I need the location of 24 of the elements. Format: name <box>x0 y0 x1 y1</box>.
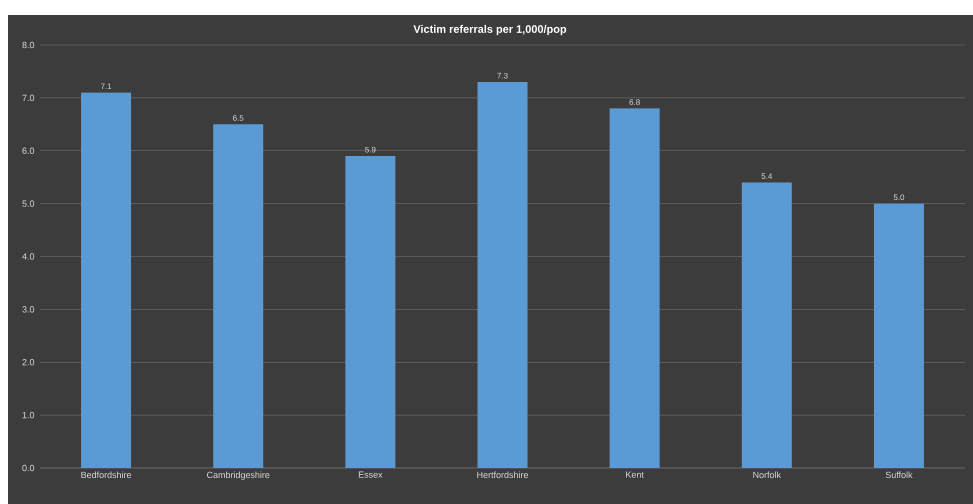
y-tick-label: 7.0 <box>22 94 34 102</box>
x-tick-label: Norfolk <box>753 472 781 478</box>
x-tick-label: Suffolk <box>886 472 913 478</box>
x-tick-label: Bedfordshire <box>81 472 132 478</box>
y-tick-label: 3.0 <box>22 306 34 313</box>
x-tick-label: Hertfordshire <box>477 472 528 478</box>
x-tick-label: Cambridgeshire <box>207 472 270 480</box>
bar <box>610 108 660 468</box>
y-tick-label: 4.0 <box>22 253 34 260</box>
bar <box>742 182 792 468</box>
y-tick-label: 5.0 <box>22 200 34 207</box>
x-tick-label: Kent <box>626 472 644 478</box>
y-tick-label: 2.0 <box>22 359 34 366</box>
chart-title: Victim referrals per 1,000/pop <box>413 24 566 36</box>
y-tick-label: 6.0 <box>22 148 34 154</box>
y-tick-label: 1.0 <box>22 412 34 418</box>
x-tick-label: Essex <box>358 472 382 478</box>
bar <box>213 124 264 468</box>
y-tick-label: 8.0 <box>22 42 34 48</box>
bar <box>478 82 528 468</box>
bar <box>81 92 132 468</box>
bar <box>345 156 396 468</box>
bar <box>874 204 924 468</box>
y-tick-label: 0.0 <box>22 464 34 472</box>
